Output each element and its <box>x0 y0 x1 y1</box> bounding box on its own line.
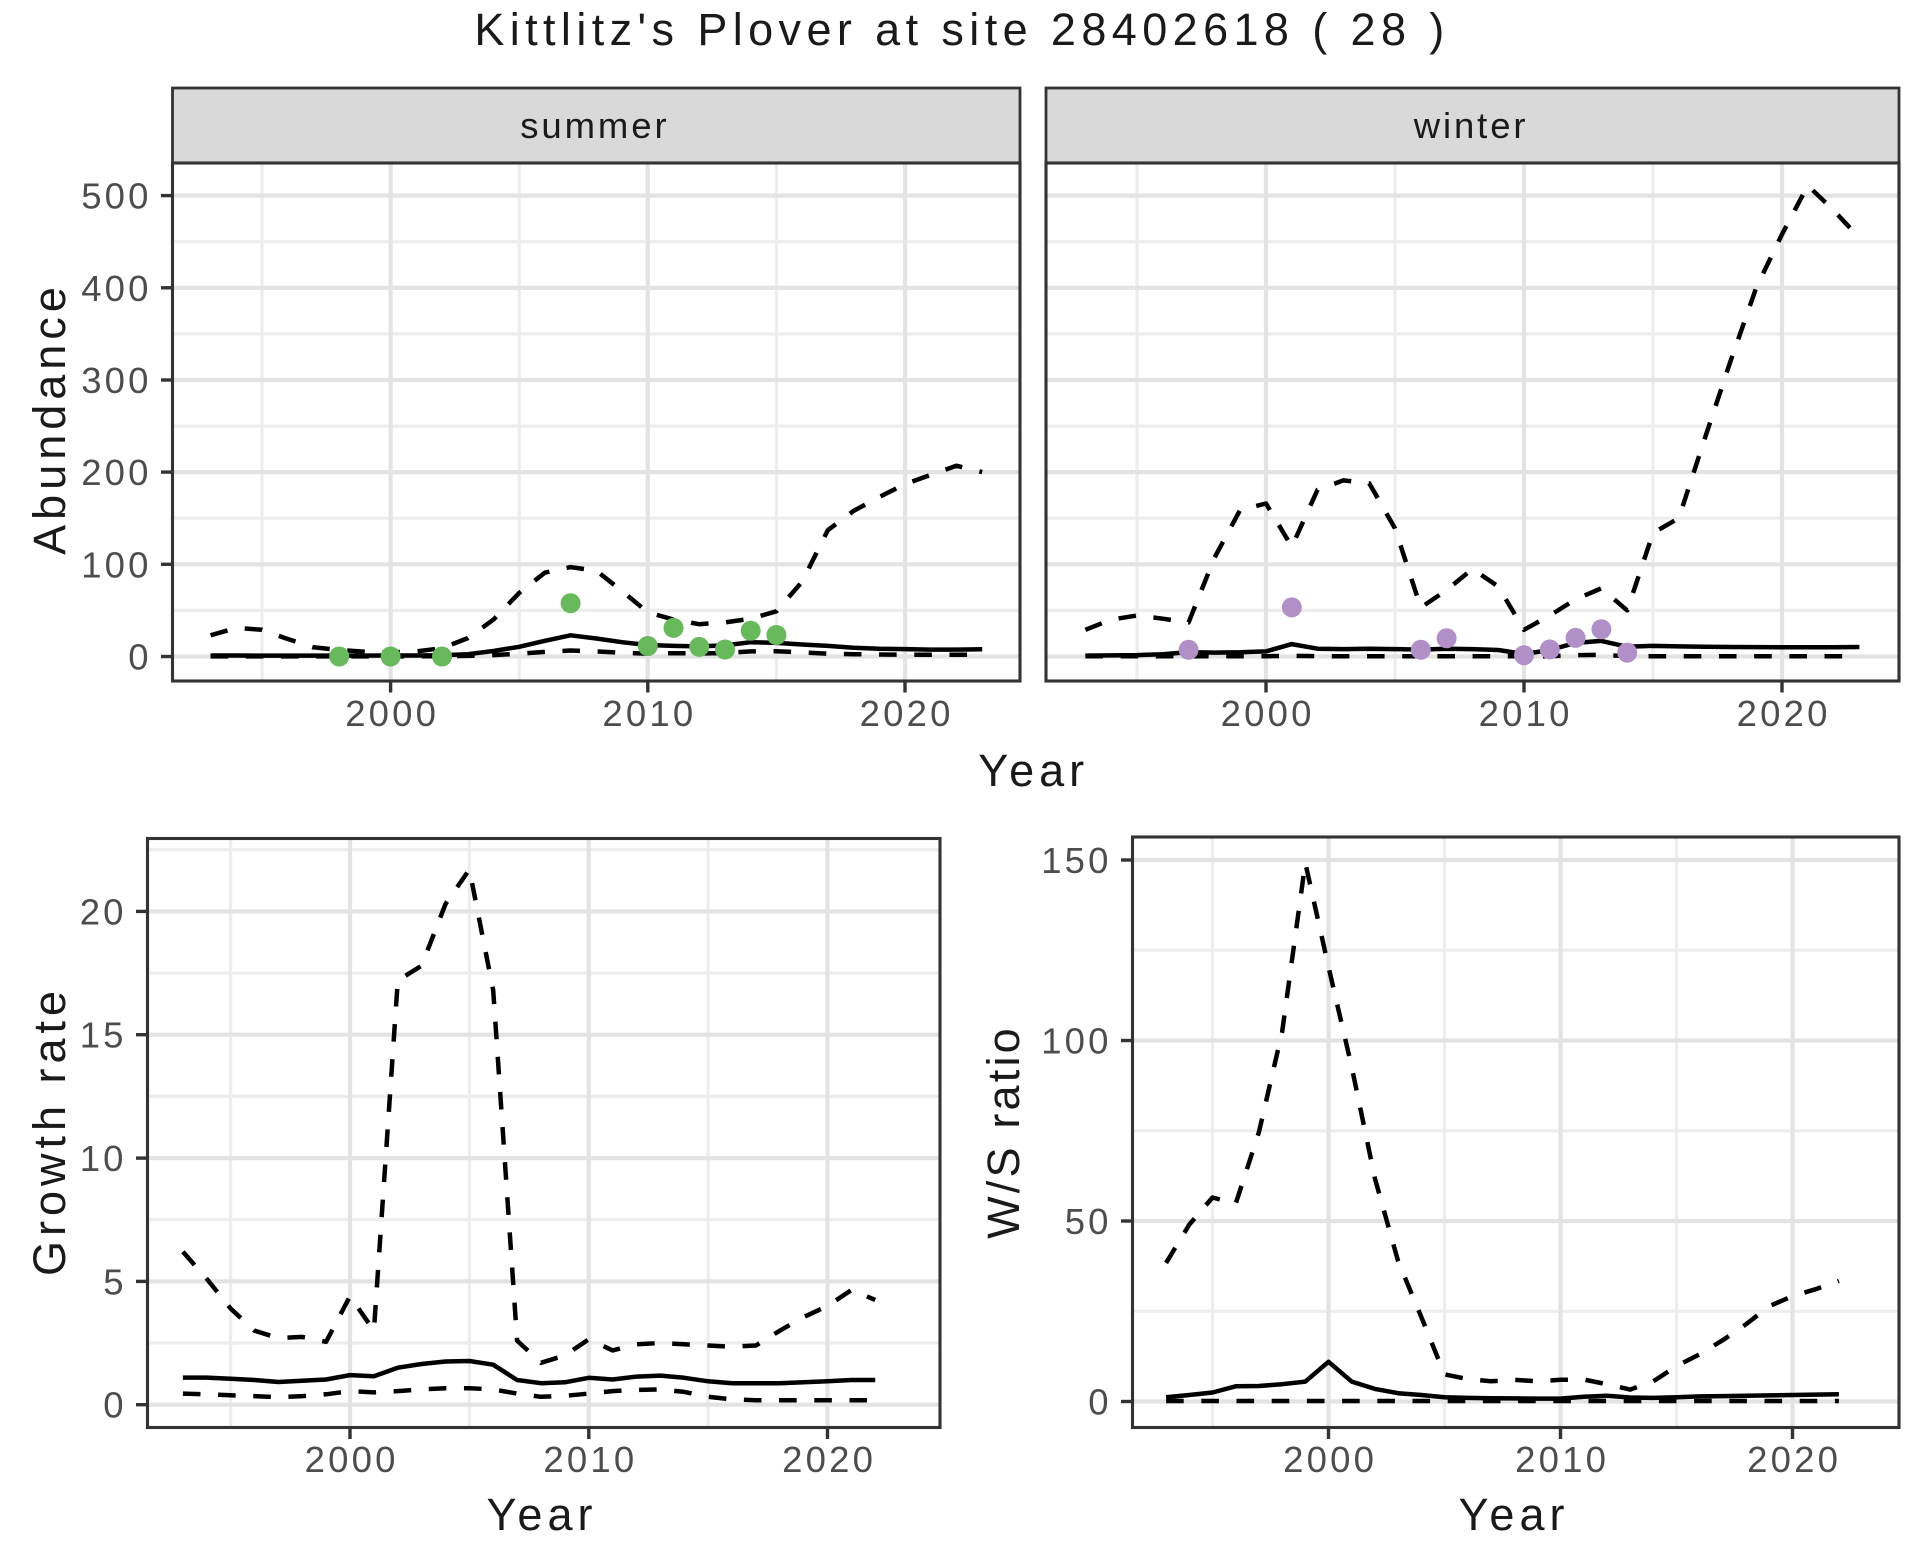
svg-text:50: 50 <box>1065 1201 1112 1242</box>
svg-text:100: 100 <box>1041 1021 1112 1062</box>
svg-text:2000: 2000 <box>1283 1439 1377 1480</box>
svg-text:150: 150 <box>1041 840 1112 881</box>
svg-text:Kittlitz's Plover at site 2840: Kittlitz's Plover at site 28402618 ( 28 … <box>474 4 1449 55</box>
svg-text:Growth rate: Growth rate <box>24 986 75 1276</box>
svg-text:500: 500 <box>81 176 152 217</box>
svg-text:W/S ratio: W/S ratio <box>978 1025 1029 1239</box>
svg-text:Year: Year <box>487 1489 598 1540</box>
svg-text:2010: 2010 <box>1515 1439 1609 1480</box>
svg-text:0: 0 <box>1088 1382 1112 1423</box>
svg-text:0: 0 <box>103 1385 127 1426</box>
svg-text:2020: 2020 <box>1747 1439 1841 1480</box>
svg-text:2000: 2000 <box>305 1439 399 1480</box>
svg-text:2020: 2020 <box>1737 693 1831 734</box>
svg-text:0: 0 <box>128 637 152 678</box>
svg-text:summer: summer <box>520 105 669 146</box>
svg-text:Abundance: Abundance <box>24 282 75 555</box>
svg-text:2010: 2010 <box>543 1439 637 1480</box>
svg-text:2000: 2000 <box>1221 693 1315 734</box>
svg-text:100: 100 <box>81 544 152 585</box>
svg-text:winter: winter <box>1413 105 1529 146</box>
svg-text:20: 20 <box>80 891 127 932</box>
svg-text:400: 400 <box>81 268 152 309</box>
svg-text:15: 15 <box>80 1015 127 1056</box>
svg-text:300: 300 <box>81 360 152 401</box>
svg-text:2000: 2000 <box>345 693 439 734</box>
svg-text:2020: 2020 <box>782 1439 876 1480</box>
svg-text:10: 10 <box>80 1138 127 1179</box>
svg-text:2010: 2010 <box>602 693 696 734</box>
svg-text:2010: 2010 <box>1479 693 1573 734</box>
svg-text:2020: 2020 <box>860 693 954 734</box>
svg-text:Year: Year <box>1459 1489 1570 1540</box>
svg-text:Year: Year <box>978 745 1089 796</box>
svg-text:5: 5 <box>103 1261 127 1302</box>
svg-text:200: 200 <box>81 452 152 493</box>
